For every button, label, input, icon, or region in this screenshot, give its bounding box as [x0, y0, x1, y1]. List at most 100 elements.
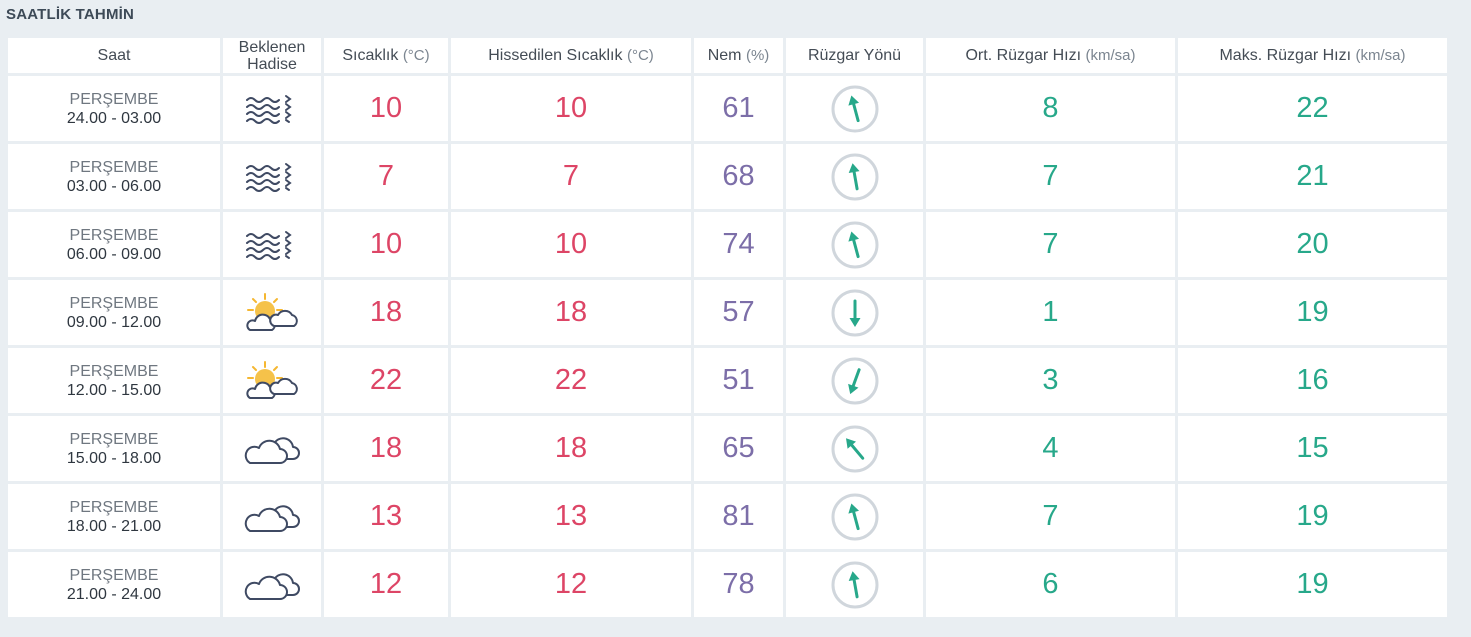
time-cell: PERŞEMBE 24.00 - 03.00: [8, 76, 220, 141]
feels-like-value: 13: [554, 500, 588, 532]
time-range: 24.00 - 03.00: [66, 109, 162, 127]
max-wind-speed-cell: 19: [1178, 484, 1447, 549]
wind-direction-cell: [786, 76, 923, 141]
max-wind-speed-cell: 15: [1178, 416, 1447, 481]
avg-wind-speed-cell: 4: [926, 416, 1175, 481]
humidity-value: 65: [722, 432, 755, 464]
wind-direction-cell: [786, 144, 923, 209]
time-cell: PERŞEMBE 18.00 - 21.00: [8, 484, 220, 549]
header-time: Saat: [8, 38, 220, 73]
time-cell: PERŞEMBE 12.00 - 15.00: [8, 348, 220, 413]
max-wind-speed-value: 19: [1296, 296, 1329, 328]
day-name: PERŞEMBE: [69, 294, 159, 312]
header-expected-event: Beklenen Hadise: [223, 38, 321, 73]
temperature-cell: 10: [324, 212, 448, 277]
wind-direction-cell: [786, 552, 923, 617]
feels-like-cell: 13: [451, 484, 691, 549]
partly-cloudy-icon: [244, 360, 300, 402]
wind-direction-arrow-icon: [830, 220, 880, 270]
avg-wind-speed-value: 1: [1042, 296, 1059, 328]
humidity-value: 68: [722, 160, 755, 192]
max-wind-speed-value: 22: [1296, 92, 1329, 124]
humidity-cell: 68: [694, 144, 783, 209]
avg-wind-speed-value: 7: [1042, 160, 1059, 192]
avg-wind-speed-value: 7: [1042, 500, 1059, 532]
hourly-forecast-table: Saat Beklenen Hadise Sıcaklık (°C) Hissed…: [5, 35, 1450, 620]
expected-event-cell: [223, 280, 321, 345]
time-range: 18.00 - 21.00: [66, 517, 162, 535]
table-row: PERŞEMBE 03.00 - 06.00 7 7 68 7 21: [8, 144, 1447, 209]
avg-wind-speed-cell: 6: [926, 552, 1175, 617]
humidity-cell: 78: [694, 552, 783, 617]
temperature-cell: 13: [324, 484, 448, 549]
feels-like-cell: 10: [451, 76, 691, 141]
feels-like-value: 18: [554, 432, 588, 464]
table-row: PERŞEMBE 18.00 - 21.00 13 13 81 7 19: [8, 484, 1447, 549]
avg-wind-speed-cell: 7: [926, 484, 1175, 549]
time-cell: PERŞEMBE 15.00 - 18.00: [8, 416, 220, 481]
max-wind-speed-value: 20: [1296, 228, 1329, 260]
feels-like-value: 10: [554, 228, 588, 260]
day-name: PERŞEMBE: [69, 226, 159, 244]
avg-wind-speed-value: 6: [1042, 568, 1059, 600]
temperature-cell: 12: [324, 552, 448, 617]
wind-direction-cell: [786, 416, 923, 481]
max-wind-speed-cell: 19: [1178, 552, 1447, 617]
expected-event-cell: [223, 348, 321, 413]
temperature-value: 10: [369, 92, 403, 124]
avg-wind-speed-value: 4: [1042, 432, 1059, 464]
max-wind-speed-value: 15: [1296, 432, 1329, 464]
wind-direction-arrow-icon: [830, 288, 880, 338]
header-wind-direction: Rüzgar Yönü: [786, 38, 923, 73]
day-name: PERŞEMBE: [69, 362, 159, 380]
cloudy-icon: [244, 432, 300, 466]
temperature-value: 18: [369, 432, 403, 464]
avg-wind-speed-value: 7: [1042, 228, 1059, 260]
expected-event-cell: [223, 484, 321, 549]
max-wind-speed-cell: 16: [1178, 348, 1447, 413]
humidity-value: 61: [722, 92, 755, 124]
table-row: PERŞEMBE 09.00 - 12.00 18 18 57 1 19: [8, 280, 1447, 345]
table-row: PERŞEMBE 15.00 - 18.00 18 18 65 4 15: [8, 416, 1447, 481]
max-wind-speed-value: 19: [1296, 500, 1329, 532]
avg-wind-speed-cell: 7: [926, 212, 1175, 277]
humidity-value: 78: [722, 568, 755, 600]
humidity-value: 81: [722, 500, 755, 532]
temperature-value: 10: [369, 228, 403, 260]
feels-like-cell: 18: [451, 280, 691, 345]
fog-icon: [245, 228, 299, 262]
feels-like-cell: 12: [451, 552, 691, 617]
feels-like-cell: 7: [451, 144, 691, 209]
wind-direction-cell: [786, 212, 923, 277]
cloudy-icon: [244, 568, 300, 602]
day-name: PERŞEMBE: [69, 566, 159, 584]
time-cell: PERŞEMBE 09.00 - 12.00: [8, 280, 220, 345]
table-row: PERŞEMBE 12.00 - 15.00 22 22 51 3 16: [8, 348, 1447, 413]
time-range: 21.00 - 24.00: [66, 585, 162, 603]
header-max-wind-speed: Maks. Rüzgar Hızı (km/sa): [1178, 38, 1447, 73]
temperature-value: 13: [369, 500, 403, 532]
feels-like-cell: 10: [451, 212, 691, 277]
header-humidity: Nem (%): [694, 38, 783, 73]
temperature-cell: 18: [324, 416, 448, 481]
wind-direction-arrow-icon: [830, 356, 880, 406]
temperature-value: 12: [369, 568, 403, 600]
wind-direction-arrow-icon: [830, 424, 880, 474]
time-cell: PERŞEMBE 03.00 - 06.00: [8, 144, 220, 209]
humidity-cell: 57: [694, 280, 783, 345]
time-range: 12.00 - 15.00: [66, 381, 162, 399]
fog-icon: [245, 160, 299, 194]
humidity-value: 57: [722, 296, 755, 328]
humidity-cell: 74: [694, 212, 783, 277]
header-temperature: Sıcaklık (°C): [324, 38, 448, 73]
header-feels-like: Hissedilen Sıcaklık (°C): [451, 38, 691, 73]
day-name: PERŞEMBE: [69, 430, 159, 448]
time-range: 06.00 - 09.00: [66, 245, 162, 263]
feels-like-value: 7: [562, 160, 580, 192]
max-wind-speed-value: 16: [1296, 364, 1329, 396]
expected-event-cell: [223, 76, 321, 141]
max-wind-speed-cell: 19: [1178, 280, 1447, 345]
feels-like-value: 12: [554, 568, 588, 600]
temperature-cell: 10: [324, 76, 448, 141]
feels-like-value: 10: [554, 92, 588, 124]
